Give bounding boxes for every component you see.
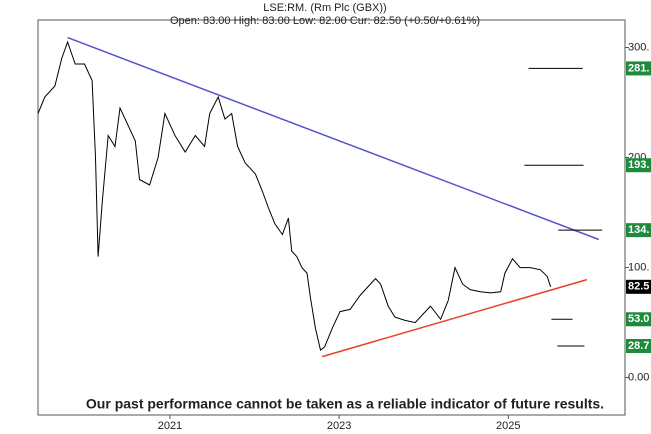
level-label: 134. [628, 224, 649, 236]
chart-title: LSE:RM. (Rm Plc (GBX)) [263, 2, 386, 14]
price-line [37, 40, 552, 351]
level-box [626, 312, 651, 327]
disclaimer: Our past performance cannot be taken as … [86, 396, 604, 412]
level-label: 281. [628, 62, 649, 74]
level-box [626, 339, 651, 354]
level-box [626, 61, 651, 76]
chart-subtitle: Open: 83.00 High: 83.00 Low: 82.00 Cur: … [170, 15, 480, 27]
level-box [626, 158, 651, 173]
level-label: 53.0 [628, 313, 649, 325]
level-label: 28.7 [628, 340, 649, 352]
y-tick-label: 100. [628, 261, 649, 273]
level-label: 193. [628, 159, 649, 171]
level-label: 82.5 [628, 281, 649, 293]
x-tick-label: 2021 [158, 420, 182, 432]
y-tick-label: 0.00 [628, 371, 649, 383]
trend-line [321, 278, 588, 358]
level-box [626, 279, 651, 294]
x-tick-label: 2025 [496, 420, 520, 432]
plot-frame [37, 19, 626, 416]
x-tick-label: 2023 [327, 420, 351, 432]
level-box [626, 223, 651, 238]
y-tick-label: 300. [628, 41, 649, 53]
trend-line [67, 36, 600, 241]
